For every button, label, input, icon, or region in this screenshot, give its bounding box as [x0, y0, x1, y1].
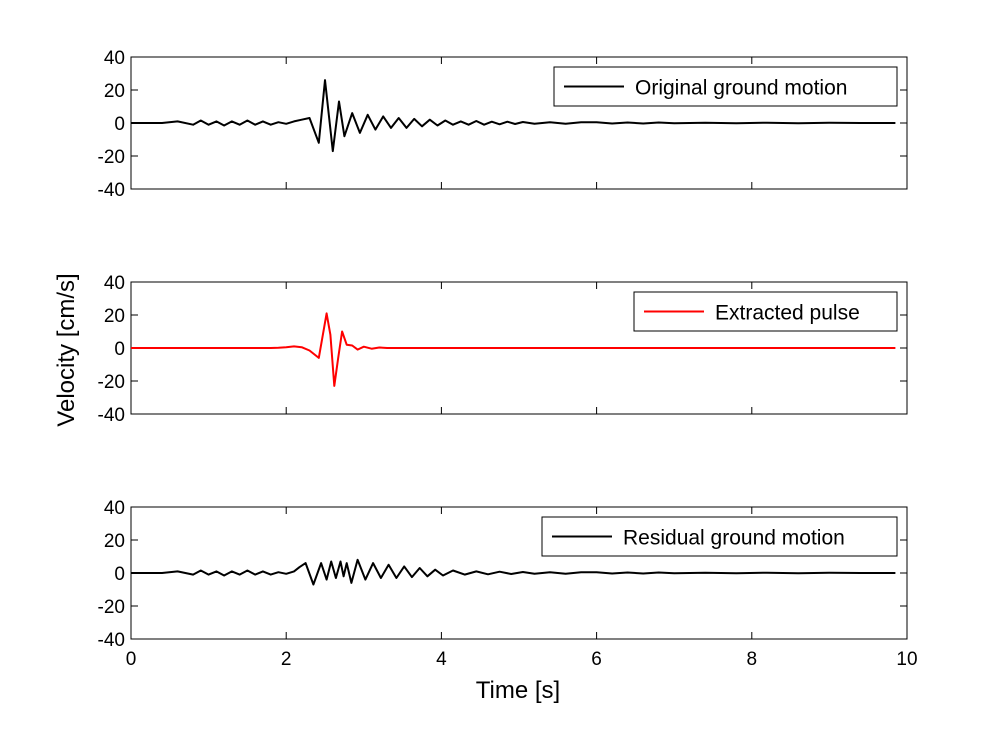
y-tick-label: -20	[98, 597, 125, 618]
subplot-1: 40 20 0 -20 -40 Original ground motion	[98, 48, 908, 201]
y-tick-label: 0	[114, 339, 125, 360]
x-tick-label: 10	[896, 649, 917, 670]
x-tick-label: 6	[591, 649, 602, 670]
x-tick-label: 0	[126, 649, 137, 670]
series-line	[131, 558, 896, 586]
y-tick-label: 40	[104, 273, 125, 294]
y-axis-label: Velocity [cm/s]	[53, 273, 80, 426]
y-tick-label: 0	[114, 114, 125, 135]
x-tick-label: 4	[436, 649, 447, 670]
legend-label: Original ground motion	[635, 77, 847, 100]
y-tick-label: 20	[104, 531, 125, 552]
y-tick-label: -40	[98, 630, 125, 651]
y-tick-label: 20	[104, 306, 125, 327]
y-tick-label: 20	[104, 81, 125, 102]
x-tick-label: 8	[747, 649, 758, 670]
y-tick-label: 40	[104, 498, 125, 519]
legend: Extracted pulse	[633, 291, 898, 332]
y-tick-label: -40	[98, 405, 125, 426]
y-tick-label: -40	[98, 180, 125, 201]
legend-label: Extracted pulse	[715, 302, 860, 325]
y-tick-label: 40	[104, 48, 125, 69]
legend: Original ground motion	[553, 66, 898, 107]
x-tick-label: 2	[281, 649, 292, 670]
subplot-2: 40 20 0 -20 -40 Extracted pulse	[98, 273, 908, 426]
y-tick-label: -20	[98, 147, 125, 168]
y-tick-label: 0	[114, 564, 125, 585]
legend: Residual ground motion	[541, 516, 898, 557]
series-line	[131, 79, 896, 153]
series-line	[131, 312, 896, 387]
y-tick-label: -20	[98, 372, 125, 393]
legend-label: Residual ground motion	[623, 527, 845, 550]
x-axis-label: Time [s]	[476, 677, 560, 704]
